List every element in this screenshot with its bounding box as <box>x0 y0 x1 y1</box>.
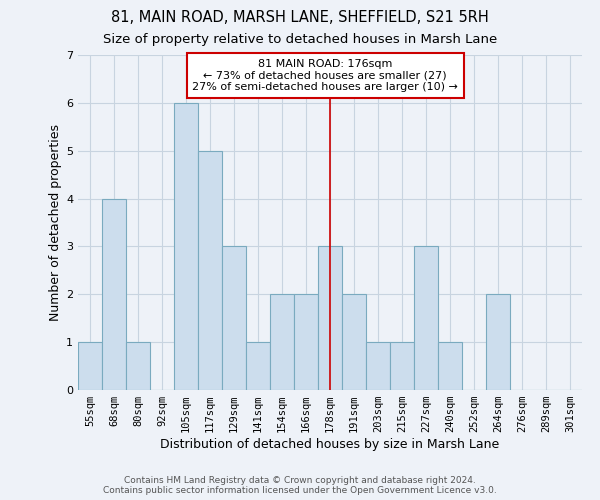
Bar <box>79 342 101 390</box>
Text: 81, MAIN ROAD, MARSH LANE, SHEFFIELD, S21 5RH: 81, MAIN ROAD, MARSH LANE, SHEFFIELD, S2… <box>111 10 489 25</box>
Text: Size of property relative to detached houses in Marsh Lane: Size of property relative to detached ho… <box>103 32 497 46</box>
Bar <box>343 294 365 390</box>
Bar <box>223 246 245 390</box>
Bar <box>103 198 125 390</box>
Bar <box>487 294 509 390</box>
Bar <box>415 246 437 390</box>
X-axis label: Distribution of detached houses by size in Marsh Lane: Distribution of detached houses by size … <box>160 438 500 451</box>
Bar <box>271 294 293 390</box>
Text: 81 MAIN ROAD: 176sqm
← 73% of detached houses are smaller (27)
27% of semi-detac: 81 MAIN ROAD: 176sqm ← 73% of detached h… <box>192 59 458 92</box>
Bar <box>439 342 461 390</box>
Bar <box>247 342 269 390</box>
Bar <box>127 342 149 390</box>
Bar <box>391 342 413 390</box>
Bar <box>367 342 389 390</box>
Bar <box>295 294 317 390</box>
Text: Contains HM Land Registry data © Crown copyright and database right 2024.
Contai: Contains HM Land Registry data © Crown c… <box>103 476 497 495</box>
Bar <box>199 150 221 390</box>
Bar <box>175 103 197 390</box>
Bar <box>319 246 341 390</box>
Y-axis label: Number of detached properties: Number of detached properties <box>49 124 62 321</box>
